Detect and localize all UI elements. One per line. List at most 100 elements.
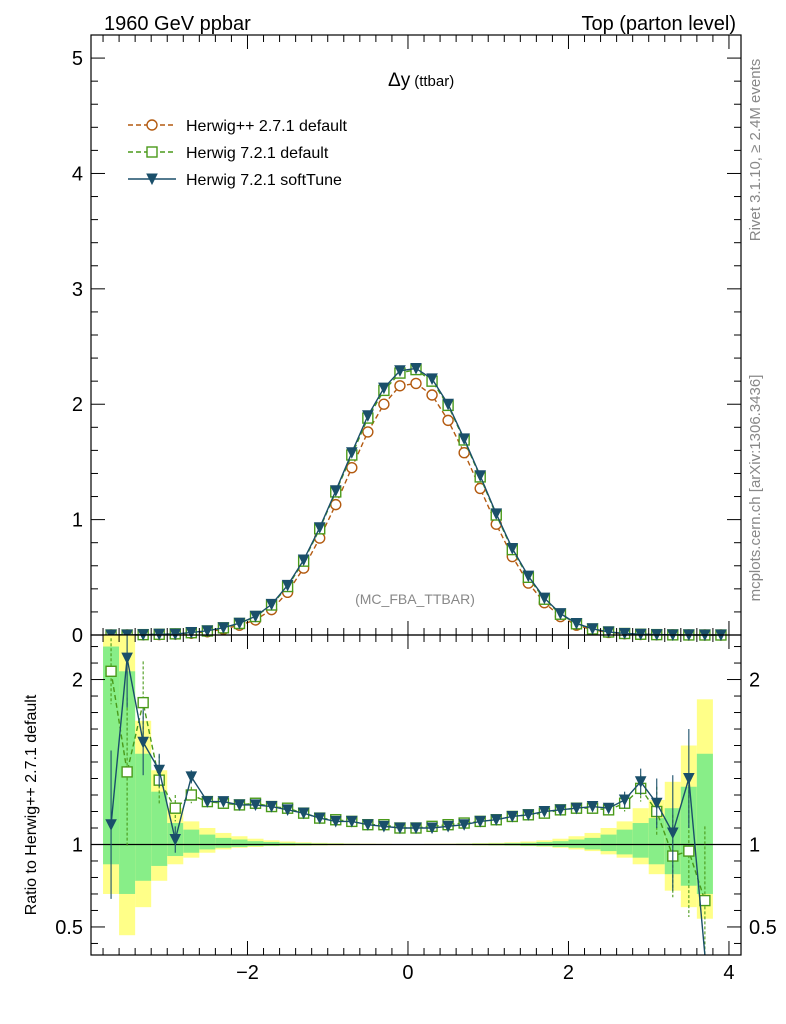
ratio-axes: 0.5 0.5 1 1 2 2 −2 0 2 4 — [55, 635, 777, 984]
main-point-2-30 — [586, 623, 599, 635]
main-point-2-19 — [410, 362, 422, 375]
ratio-point-1-24 — [490, 814, 503, 826]
ratio-point-1-13 — [313, 812, 326, 825]
main-title-symbol: Δy — [388, 70, 411, 91]
main-ytick-label: 0 — [72, 625, 83, 647]
band-inner — [199, 834, 216, 850]
band-inner — [183, 829, 200, 853]
ratio-point-1-4 — [169, 834, 182, 846]
main-point-2-15 — [345, 447, 358, 459]
ratio-ylabel: Ratio to Herwig++ 2.7.1 default — [23, 694, 40, 915]
main-point-2-18 — [394, 365, 406, 377]
ratio-point-0-2 — [137, 696, 149, 709]
ratio-point-1-11 — [281, 804, 294, 816]
mcplots-label: mcplots.cern.ch [arXiv:1306.3436] — [747, 375, 764, 602]
main-point-0-15 — [346, 461, 358, 474]
main-point-2-28 — [554, 608, 567, 620]
ratio-point-1-7 — [217, 796, 230, 808]
main-point-2-32 — [618, 627, 631, 640]
ratio-point-1-1 — [121, 652, 133, 665]
main-point-2-7 — [217, 622, 230, 634]
main-point-0-20 — [426, 389, 438, 401]
legend-label-0: Herwig++ 2.7.1 default — [186, 118, 348, 135]
main-point-2-3 — [153, 628, 166, 641]
main-panel: 0 1 2 3 4 5 Δy (ttbar) (MC_FBA_TTBAR) Herwig++… — [72, 34, 742, 647]
ratio-ytick-label-right: 0.5 — [749, 917, 777, 939]
main-point-2-9 — [249, 610, 262, 623]
main-point-0-17 — [378, 398, 390, 410]
main-point-0-14 — [330, 498, 342, 511]
ratio-ytick-label-right: 1 — [749, 834, 760, 856]
ratio-point-1-3 — [153, 764, 166, 777]
ratio-point-1-35 — [666, 827, 679, 840]
main-point-2-21 — [442, 398, 454, 411]
legend: Herwig++ 2.7.1 default Herwig 7.2.1 defau… — [128, 118, 348, 189]
ratio-point-1-19 — [410, 822, 422, 835]
ratio-point-1-21 — [442, 820, 454, 833]
main-title-subscript: (ttbar) — [414, 73, 454, 90]
ratio-point-1-32 — [618, 794, 631, 807]
ratio-xtick-label: −2 — [236, 962, 259, 984]
ratio-point-1-22 — [458, 819, 470, 831]
ratio-point-1-30 — [586, 801, 599, 813]
header-left: 1960 GeV ppbar — [104, 13, 251, 35]
ratio-point-0-36 — [683, 845, 695, 857]
ratio-point-1-17 — [378, 820, 390, 833]
ratio-point-1-14 — [329, 815, 342, 828]
main-point-2-6 — [201, 625, 214, 637]
main-point-2-14 — [329, 485, 342, 497]
main-point-2-11 — [281, 579, 294, 592]
main-ytick-label: 1 — [72, 510, 83, 532]
main-point-2-33 — [634, 628, 647, 641]
band-inner — [600, 834, 617, 852]
legend-label-2: Herwig 7.2.1 softTune — [186, 172, 342, 189]
main-point-2-23 — [474, 470, 487, 482]
ratio-point-1-15 — [345, 815, 358, 828]
main-ytick-label: 4 — [72, 163, 83, 185]
main-point-2-16 — [362, 410, 374, 422]
main-ytick-label: 3 — [72, 279, 83, 301]
band-inner — [247, 841, 264, 847]
rivet-label: Rivet 3.1.10, ≥ 2.4M events — [747, 59, 764, 242]
ratio-point-0-4 — [169, 802, 181, 814]
band-inner — [568, 839, 585, 848]
ratio-point-1-36 — [683, 773, 695, 785]
ratio-xtick-label: 0 — [402, 962, 413, 984]
main-point-0-19 — [410, 377, 422, 390]
main-point-2-22 — [458, 433, 470, 445]
ratio-point-1-29 — [570, 802, 583, 815]
ratio-ytick-label-left: 1 — [72, 834, 83, 856]
ratio-point-1-33 — [634, 776, 647, 788]
main-point-2-27 — [538, 592, 551, 605]
band-inner — [648, 818, 665, 865]
legend-marker-0 — [146, 119, 158, 131]
ratio-point-1-18 — [394, 822, 406, 835]
main-point-2-25 — [506, 542, 519, 555]
main-point-2-17 — [378, 382, 390, 395]
main-ytick-label: 2 — [72, 394, 83, 416]
ratio-point-1-6 — [201, 796, 214, 808]
ratio-point-1-26 — [522, 809, 535, 821]
ratio-ytick-label-left: 0.5 — [55, 917, 83, 939]
main-point-2-20 — [426, 373, 438, 385]
ratio-point-1-31 — [602, 802, 615, 815]
ratio-ytick-label-right: 2 — [749, 670, 760, 692]
ratio-point-1-12 — [297, 807, 310, 820]
band-inner — [231, 839, 248, 847]
band-inner — [584, 837, 601, 850]
ratio-series-line-0 — [110, 671, 706, 901]
main-point-2-12 — [297, 554, 310, 567]
main-point-2-24 — [490, 508, 503, 520]
ratio-point-1-20 — [426, 822, 438, 835]
legend-marker-1 — [146, 146, 158, 158]
main-point-0-22 — [458, 446, 470, 459]
main-ytick-label: 5 — [72, 48, 83, 70]
band-inner — [696, 753, 713, 894]
main-point-0-21 — [442, 414, 454, 427]
main-point-2-31 — [602, 626, 615, 639]
ratio-point-1-25 — [506, 810, 519, 823]
band-inner — [135, 753, 152, 881]
ratio-point-1-16 — [362, 819, 374, 831]
main-point-2-29 — [570, 617, 583, 630]
